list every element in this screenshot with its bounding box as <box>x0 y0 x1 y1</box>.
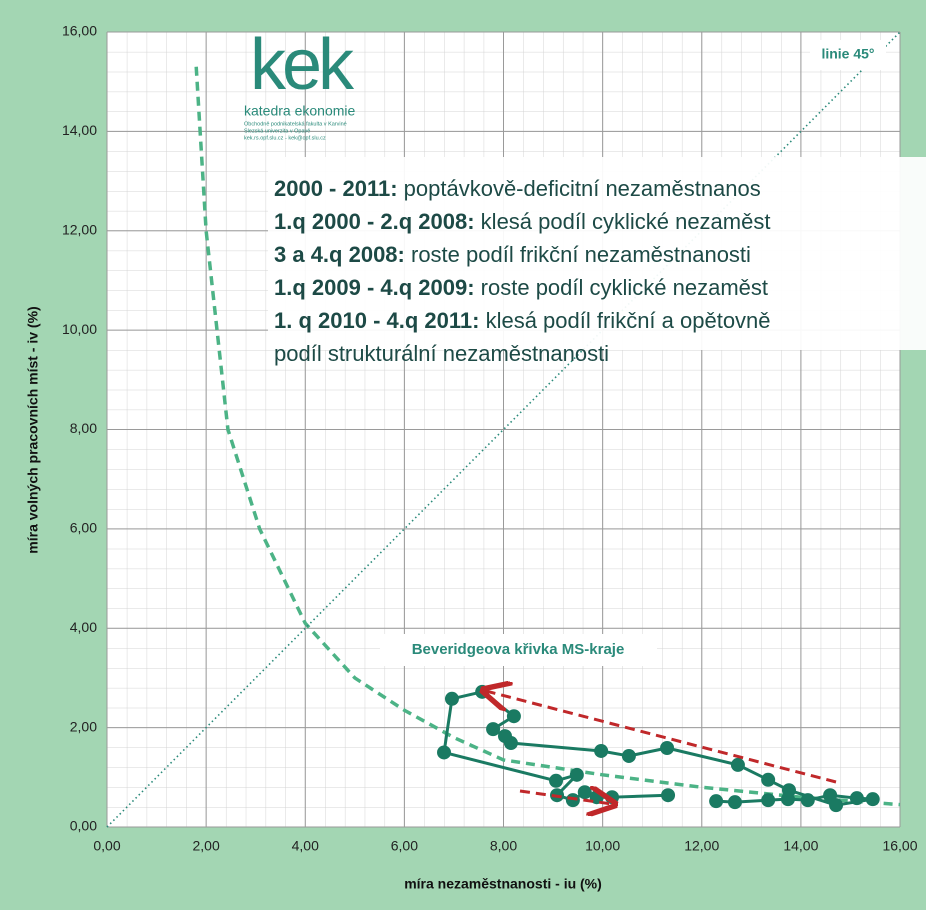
data-point <box>506 709 521 724</box>
logo-line: Obchodně podnikatelská fakulta v Karviné <box>244 121 347 127</box>
x-tick-label: 14,00 <box>783 838 818 854</box>
x-tick-label: 2,00 <box>193 838 220 854</box>
data-point <box>444 691 459 706</box>
note-text: poptávkově-deficitní nezaměstnanos <box>398 176 761 201</box>
y-tick-label: 10,00 <box>62 321 97 337</box>
note-line: podíl strukturální nezaměstnanosti <box>274 341 609 366</box>
y-tick-label: 0,00 <box>70 818 97 834</box>
data-point <box>709 794 724 809</box>
note-bold: 1.q 2000 - 2.q 2008: <box>274 209 475 234</box>
ticks: 0,00 2,00 4,00 6,00 8,00 10,00 12,00 14,00 16,00… <box>62 23 918 854</box>
arrow <box>486 691 837 784</box>
data-point <box>621 748 636 763</box>
logo-line: Slezská univerzita v Opavě <box>244 128 310 134</box>
notes-box <box>268 157 926 350</box>
series-line <box>194 66 901 807</box>
note-text: roste podíl frikční nezaměstnanosti <box>405 242 751 267</box>
x-axis-title: míra nezaměstnanosti - iu (%) <box>404 876 602 892</box>
x-tick-label: 8,00 <box>490 838 517 854</box>
note-line: 2000 - 2011: poptávkově-deficitní nezamě… <box>274 176 761 201</box>
logo: kek katedra ekonomie Obchodně podnikatel… <box>244 25 359 141</box>
note-bold: 1.q 2009 - 4.q 2009: <box>274 275 475 300</box>
data-point <box>486 722 501 737</box>
y-tick-label: 14,00 <box>62 122 97 138</box>
y-tick-label: 12,00 <box>62 221 97 237</box>
note-bold: 2000 - 2011: <box>274 176 398 201</box>
logo-mark: kek <box>250 25 355 105</box>
data-point <box>800 793 815 808</box>
note-text: podíl strukturální nezaměstnanosti <box>274 341 609 366</box>
note-line: 3 a 4.q 2008: roste podíl frikční nezamě… <box>274 242 751 267</box>
x-tick-label: 0,00 <box>93 838 120 854</box>
data-point <box>497 729 512 744</box>
data-point <box>730 757 745 772</box>
data-point <box>761 793 776 808</box>
x-tick-label: 12,00 <box>684 838 719 854</box>
logo-name: katedra ekonomie <box>244 103 356 119</box>
x-tick-label: 6,00 <box>391 838 418 854</box>
note-text: klesá podíl frikční a opětovně <box>479 308 770 333</box>
data-point <box>849 791 864 806</box>
note-bold: 1. q 2010 - 4.q 2011: <box>274 308 479 333</box>
note-line: 1. q 2010 - 4.q 2011: klesá podíl frikčn… <box>274 308 771 333</box>
x-tick-label: 16,00 <box>882 838 917 854</box>
y-tick-label: 2,00 <box>70 718 97 734</box>
y-tick-label: 6,00 <box>70 520 97 536</box>
curve-label: Beveridgeova křivka MS-kraje <box>412 641 625 658</box>
data-point <box>549 773 564 788</box>
label-box <box>380 634 657 666</box>
note-text: klesá podíl cyklické nezaměst <box>475 209 771 234</box>
data-point <box>761 772 776 787</box>
data-point <box>569 767 584 782</box>
data-point <box>660 740 675 755</box>
note-bold: 3 a 4.q 2008: <box>274 242 405 267</box>
data-point <box>565 793 580 808</box>
data-point <box>865 792 880 807</box>
label-box <box>810 40 886 70</box>
x-tick-label: 4,00 <box>292 838 319 854</box>
data-point <box>781 783 796 798</box>
y-tick-label: 8,00 <box>70 420 97 436</box>
note-line: 1.q 2009 - 4.q 2009: roste podíl cyklick… <box>274 275 768 300</box>
note-text: roste podíl cyklické nezaměst <box>475 275 768 300</box>
data-point <box>661 788 676 803</box>
data-point <box>727 795 742 810</box>
logo-line: kek.rs.opf.slu.cz - kek@opf.slu.cz <box>244 135 326 141</box>
data-point <box>594 743 609 758</box>
note-line: 1.q 2000 - 2.q 2008: klesá podíl cyklick… <box>274 209 770 234</box>
data-point <box>829 798 844 813</box>
data-point <box>437 745 452 760</box>
x-tick-label: 10,00 <box>585 838 620 854</box>
y-tick-label: 16,00 <box>62 23 97 39</box>
notes: 2000 - 2011: poptávkově-deficitní nezamě… <box>274 176 771 366</box>
y-axis-title: míra volných pracovních míst - iv (%) <box>25 306 41 553</box>
line45-label: linie 45° <box>821 46 874 62</box>
y-tick-label: 4,00 <box>70 619 97 635</box>
